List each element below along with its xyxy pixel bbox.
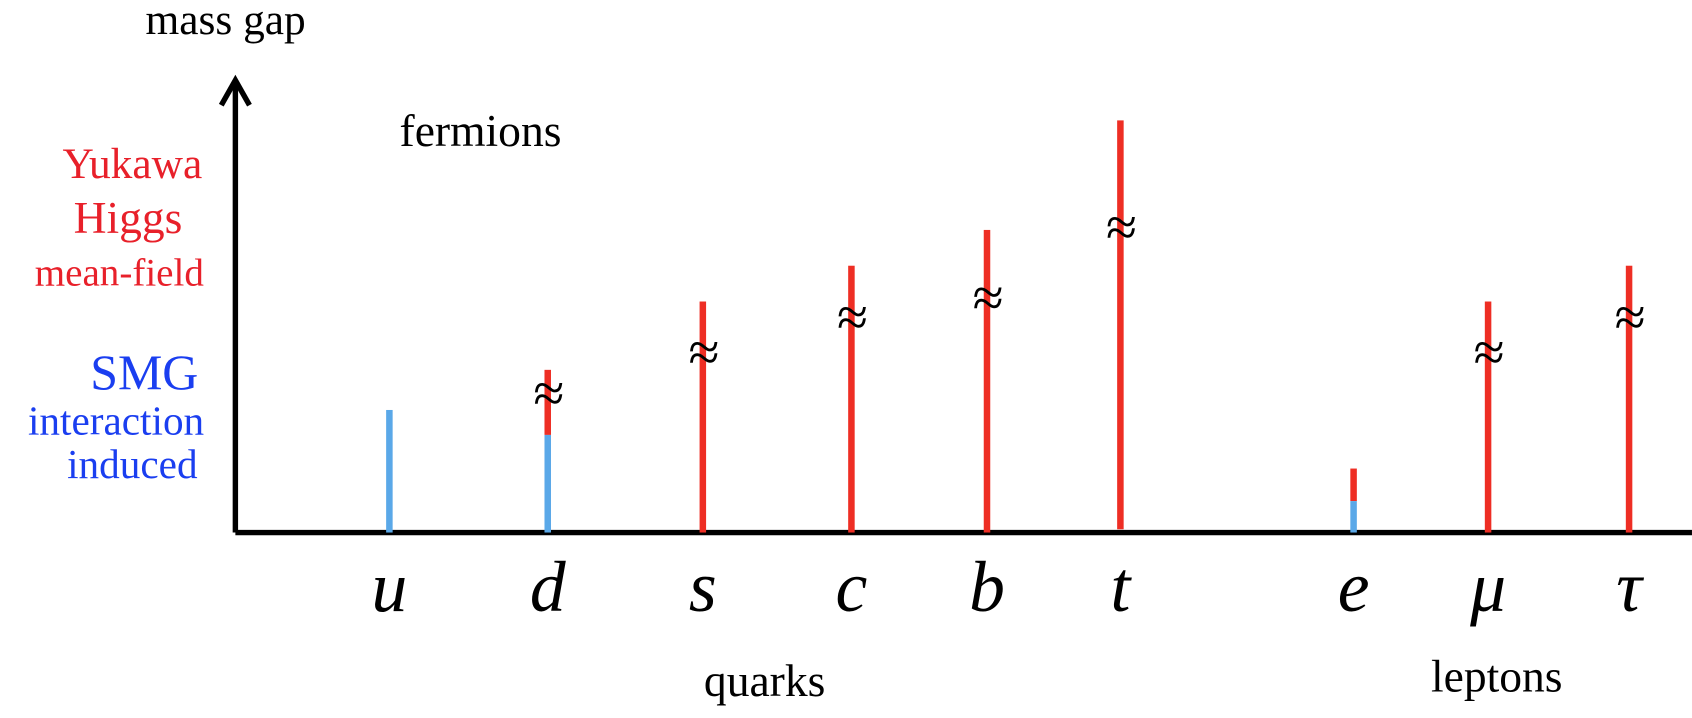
legend-text: SMG <box>90 345 198 400</box>
gap-bar <box>544 369 551 435</box>
gap-bar <box>1350 501 1357 533</box>
particle-label: u <box>371 548 407 627</box>
approx-sign: ≈ <box>1106 197 1137 259</box>
approx-sign: ≈ <box>1474 322 1505 384</box>
annotation: fermions <box>400 105 562 156</box>
gap-bar <box>1625 265 1633 533</box>
axis-label: mass gap <box>145 0 305 44</box>
gap-bar <box>544 434 551 533</box>
legend-text: Higgs <box>74 192 183 243</box>
particle-label: μ <box>1469 548 1506 627</box>
gap-bar <box>983 229 991 533</box>
gap-bar <box>699 301 707 533</box>
particle-label: b <box>969 548 1005 627</box>
legend-text: Yukawa <box>62 140 202 188</box>
gap-bar <box>1350 468 1357 502</box>
particle-label: t <box>1110 548 1132 627</box>
approx-sign: ≈ <box>973 268 1004 330</box>
approx-sign: ≈ <box>688 322 719 384</box>
particle-label: τ <box>1616 548 1644 627</box>
approx-sign: ≈ <box>1615 287 1646 349</box>
gap-bar <box>848 265 855 533</box>
legend-text: induced <box>67 441 198 487</box>
particle-label: c <box>836 548 868 627</box>
group-label: quarks <box>704 655 825 706</box>
gap-bar <box>1484 301 1492 533</box>
approx-sign: ≈ <box>533 363 564 425</box>
legend-text: interaction <box>28 398 204 444</box>
gap-bar <box>1117 120 1124 530</box>
gap-bar <box>386 409 393 533</box>
legend-text: mean-field <box>35 252 205 295</box>
y-axis-arrow <box>218 74 252 107</box>
group-label: leptons <box>1431 651 1563 702</box>
approx-sign: ≈ <box>837 287 868 349</box>
particle-label: e <box>1338 548 1370 627</box>
particle-label: d <box>530 548 566 627</box>
particle-label: s <box>689 548 717 627</box>
